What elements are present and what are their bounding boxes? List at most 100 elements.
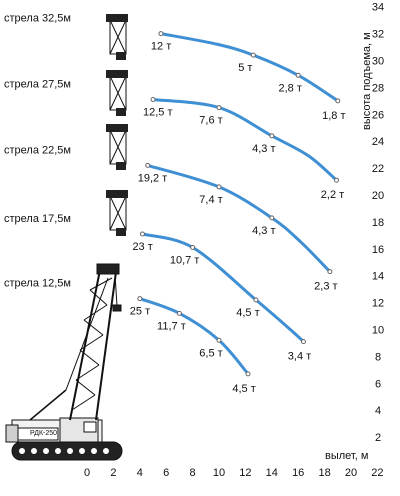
y-tick-label: 10 xyxy=(372,325,384,337)
y-tick-label: 4 xyxy=(375,405,381,417)
data-label: 6,5 т xyxy=(199,347,222,359)
data-point xyxy=(327,269,333,275)
y-tick-label: 2 xyxy=(375,432,381,444)
data-label: 2,8 т xyxy=(279,82,302,94)
mini-crane-head-icon xyxy=(106,124,128,132)
y-tick-label: 24 xyxy=(372,136,384,148)
data-point xyxy=(253,297,259,303)
data-point xyxy=(295,72,301,78)
boom-length-label: стрела 12,5м xyxy=(4,278,71,290)
boom-length-label: стрела 22,5м xyxy=(4,144,71,156)
mini-crane-head-icon xyxy=(106,14,128,22)
data-label: 5 т xyxy=(238,62,252,74)
data-label: 19,2 т xyxy=(138,172,168,184)
x-tick-label: 12 xyxy=(239,467,251,479)
mini-crane-hook-icon xyxy=(116,52,126,60)
data-label: 12 т xyxy=(151,41,171,53)
x-tick-label: 18 xyxy=(318,467,330,479)
x-tick-label: 14 xyxy=(266,467,278,479)
x-axis-title: вылет, м xyxy=(325,450,368,462)
mini-crane-icon xyxy=(106,70,128,116)
x-tick-label: 22 xyxy=(371,467,383,479)
x-tick-label: 4 xyxy=(137,467,143,479)
data-label: 12,5 т xyxy=(143,107,173,119)
y-tick-label: 12 xyxy=(372,298,384,310)
data-point xyxy=(333,177,339,183)
data-point xyxy=(139,231,145,237)
data-label: 7,4 т xyxy=(199,194,222,206)
mini-crane-hook-icon xyxy=(116,228,126,236)
series-layer: 12 т 5 т 2,8 т 1,8 т 12,5 т 7,6 т 4,3 т 2,2 т 19… xyxy=(130,31,345,395)
x-tick-label: 8 xyxy=(190,467,196,479)
x-tick-label: 6 xyxy=(163,467,169,479)
data-label: 4,3 т xyxy=(252,143,275,155)
y-tick-label: 34 xyxy=(372,2,384,14)
mini-crane-brace-icon xyxy=(109,129,127,165)
axes: 0 2 4 6 8 10 12 14 16 18 20 22246810121416182022242… xyxy=(84,2,384,479)
y-tick-label: 6 xyxy=(375,378,381,390)
data-point xyxy=(300,339,306,345)
y-tick-label: 18 xyxy=(372,217,384,229)
y-tick-label: 32 xyxy=(372,29,384,41)
mini-crane-icon xyxy=(106,190,128,236)
data-label: 2,3 т xyxy=(314,281,337,293)
mini-crane-brace-icon xyxy=(109,75,127,111)
data-label: 25 т xyxy=(130,306,150,318)
x-tick-label: 16 xyxy=(292,467,304,479)
mini-crane-hook-icon xyxy=(116,162,126,170)
mini-crane-icon xyxy=(106,14,128,60)
data-point xyxy=(216,105,222,111)
data-label: 23 т xyxy=(132,241,152,253)
series-line xyxy=(138,297,250,376)
data-point xyxy=(245,371,251,377)
x-tick-label: 10 xyxy=(213,467,225,479)
data-label: 4,5 т xyxy=(236,307,259,319)
y-tick-label: 22 xyxy=(372,163,384,175)
data-point xyxy=(190,244,196,250)
data-point xyxy=(335,98,341,104)
boom-length-label: стрела 27,5м xyxy=(4,79,71,91)
y-tick-label: 28 xyxy=(372,82,384,94)
mini-crane-head-icon xyxy=(106,190,128,198)
y-tick-label: 14 xyxy=(372,271,384,283)
data-point xyxy=(250,52,256,58)
data-point xyxy=(269,215,275,221)
data-label: 11,7 т xyxy=(157,320,186,332)
data-point xyxy=(216,337,222,343)
mini-crane-hook-icon xyxy=(116,108,126,116)
data-label: 10,7 т xyxy=(170,254,200,266)
y-tick-label: 26 xyxy=(372,109,384,121)
boom-length-label: стрела 17,5м xyxy=(4,213,71,225)
data-label: 1,8 т xyxy=(322,110,345,122)
data-label: 4,5 т xyxy=(232,383,255,395)
data-point xyxy=(269,133,275,139)
data-point xyxy=(145,162,151,168)
boom-icons xyxy=(106,14,128,236)
data-point xyxy=(158,31,164,37)
data-label: 2,2 т xyxy=(321,189,344,201)
x-tick-label: 20 xyxy=(345,467,357,479)
data-point xyxy=(137,296,143,302)
y-tick-label: 8 xyxy=(375,351,381,363)
crawler-crane-illustration xyxy=(5,263,123,461)
data-label: 4,3 т xyxy=(252,225,275,237)
data-label: 3,4 т xyxy=(288,351,311,363)
mini-crane-head-icon xyxy=(106,70,128,78)
y-tick-label: 30 xyxy=(372,56,384,68)
data-label: 7,6 т xyxy=(199,115,222,127)
x-tick-label: 2 xyxy=(110,467,116,479)
boom-labels: стрела 32,5м стрела 27,5м стрела 22,5м стре… xyxy=(4,13,71,290)
x-tick-label: 0 xyxy=(84,467,90,479)
mini-crane-brace-icon xyxy=(109,195,127,231)
data-point xyxy=(176,310,182,316)
boom-length-label: стрела 32,5м xyxy=(4,13,71,25)
data-point xyxy=(150,97,156,103)
series-line xyxy=(151,98,338,182)
mini-crane-icon xyxy=(106,124,128,170)
data-point xyxy=(216,184,222,190)
y-tick-label: 16 xyxy=(372,244,384,256)
y-tick-label: 20 xyxy=(372,190,384,202)
y-axis-title: высота подъема, м xyxy=(361,32,373,130)
mini-crane-brace-icon xyxy=(109,19,127,55)
